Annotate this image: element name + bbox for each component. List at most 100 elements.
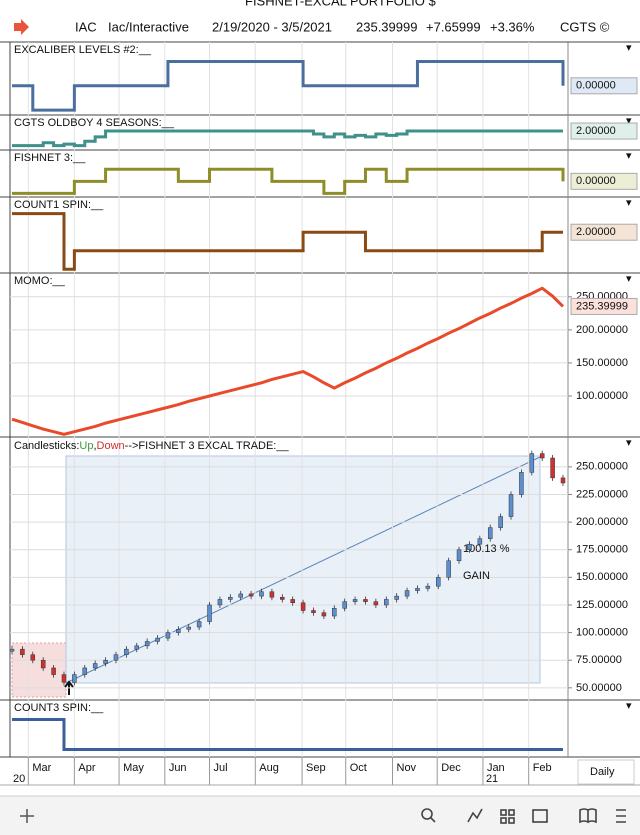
candle (103, 659, 108, 664)
legend-separator: , (93, 440, 96, 452)
candle (311, 610, 316, 613)
interval-box[interactable] (577, 759, 635, 785)
step-line (12, 718, 563, 751)
panel-caret: ▾ (626, 700, 632, 712)
candle (477, 538, 483, 545)
draw-button[interactable] (467, 808, 483, 823)
momo-line (11, 286, 565, 436)
candle (259, 591, 264, 597)
panel-title: FISHNET 3:__ (14, 152, 86, 164)
x-tick-label: Sep (306, 762, 326, 774)
candle (280, 596, 285, 600)
candle (550, 457, 555, 479)
candle (113, 654, 119, 661)
current-value-box (570, 122, 638, 140)
step-line (12, 59, 565, 112)
x-tick-label: May (123, 762, 144, 774)
company-name: Iac/Interactive (108, 19, 189, 34)
candle (290, 599, 295, 604)
trade-label: -->FISHNET 3 EXCAL TRADE:__ (125, 440, 290, 452)
panel-title: COUNT3 SPIN:__ (14, 702, 104, 714)
x-tick-label: Aug (259, 762, 279, 774)
year-label: 21 (486, 773, 498, 785)
candle (394, 595, 399, 600)
menu-arrow[interactable] (14, 19, 29, 35)
current-value-box (570, 172, 638, 190)
panel-caret: ▾ (626, 273, 632, 285)
current-value-label: 0.00000 (576, 80, 616, 92)
candle (446, 560, 451, 578)
candle (9, 648, 15, 652)
search-handle (430, 817, 436, 823)
current-value-box (570, 297, 638, 315)
candle (144, 641, 150, 647)
x-tick-label: Apr (78, 762, 95, 774)
window-title: FISHNET-EXCAL PORTFOLIO $ (245, 0, 436, 8)
current-value-label: 235.39999 (576, 300, 628, 312)
y-tick-label: 225.00000 (576, 488, 628, 500)
interval-label: Daily (590, 766, 615, 778)
grid-button[interactable] (500, 809, 507, 816)
add-button[interactable] (20, 809, 34, 823)
x-tick-label: Jun (169, 762, 187, 774)
gain-value: 100.13 % (463, 543, 510, 555)
candle (196, 621, 202, 628)
panel-caret: ▾ (626, 437, 632, 449)
x-tick-label: Feb (533, 762, 552, 774)
entry-arrow (64, 680, 74, 695)
y-tick-label: 100.00000 (576, 626, 628, 638)
candle (363, 599, 368, 602)
candle (373, 601, 379, 606)
candle (72, 674, 77, 683)
x-tick-label: Oct (350, 762, 367, 774)
candle (508, 494, 514, 517)
current-value-label: 0.00000 (576, 175, 616, 187)
x-tick-label: Jan (487, 762, 505, 774)
candle (30, 654, 36, 661)
pre-trade-region (11, 642, 67, 698)
search-button[interactable] (421, 808, 433, 820)
panel-caret: ▾ (626, 150, 632, 162)
year-label: 20 (13, 773, 25, 785)
panel-caret: ▾ (626, 197, 632, 209)
gain-label: GAIN (463, 570, 490, 582)
candle (92, 663, 98, 669)
candle (207, 604, 212, 622)
grid-button-2 (508, 809, 515, 816)
panel-button[interactable] (532, 809, 548, 823)
candle (384, 599, 389, 606)
candle (415, 588, 420, 591)
x-tick-label: Mar (32, 762, 51, 774)
y-tick-label: 200.00000 (576, 324, 628, 336)
y-tick-label: 100.00000 (576, 390, 628, 402)
y-tick-label: 125.00000 (576, 599, 628, 611)
candle (40, 659, 46, 669)
panel-title: CGTS OLDBOY 4 SEASONS:__ (14, 117, 175, 129)
step-line (12, 167, 565, 195)
current-value-label: 2.00000 (576, 125, 616, 137)
grid-button-4 (508, 817, 515, 824)
candle (435, 577, 441, 587)
toolbar (0, 796, 640, 835)
candle (529, 453, 535, 473)
legend-up: Up (79, 440, 93, 452)
y-tick-label: 75.00000 (576, 654, 622, 666)
current-value-box (570, 223, 638, 241)
panel-caret: ▾ (626, 115, 632, 127)
candle (342, 601, 347, 609)
candle (498, 516, 503, 528)
step-line (12, 212, 563, 271)
current-value-label: 2.00000 (576, 226, 616, 238)
candle (467, 543, 472, 550)
candle (404, 590, 410, 597)
candle (300, 602, 306, 611)
step-line (12, 129, 563, 148)
list-button[interactable] (616, 809, 626, 823)
book-button[interactable] (579, 808, 597, 824)
candle (238, 593, 243, 598)
candle (228, 596, 233, 600)
candle (539, 453, 545, 459)
candle (134, 645, 140, 650)
panel-title: EXCALIBER LEVELS #2:__ (14, 44, 152, 56)
